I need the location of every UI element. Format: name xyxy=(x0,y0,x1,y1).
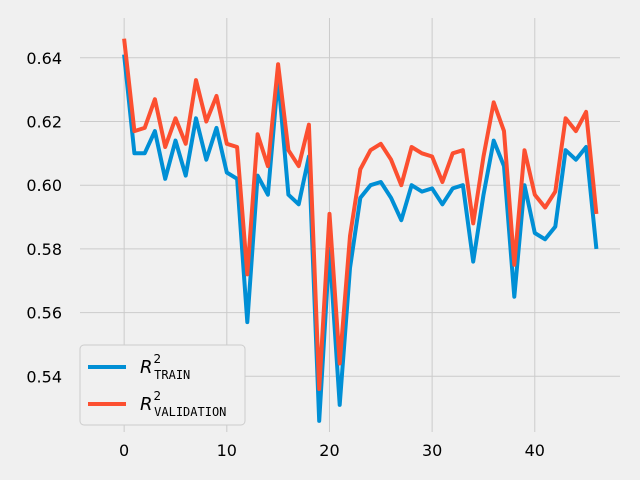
x-tick-label: 40 xyxy=(525,441,545,460)
x-tick-label: 10 xyxy=(217,441,237,460)
x-tick-label: 0 xyxy=(119,441,129,460)
y-tick-label: 0.58 xyxy=(26,240,62,259)
y-axis-ticks: 0.54 0.56 0.58 0.60 0.62 0.64 xyxy=(26,49,62,386)
legend-label: R2 VALIDATION xyxy=(140,389,226,419)
x-tick-label: 30 xyxy=(422,441,442,460)
series-lines xyxy=(122,38,599,423)
y-tick-label: 0.62 xyxy=(26,113,62,132)
y-tick-label: 0.56 xyxy=(26,304,62,323)
series-line-validation xyxy=(122,38,599,391)
legend: R2 TRAIN R2 VALIDATION xyxy=(79,344,246,426)
y-tick-label: 0.60 xyxy=(26,176,62,195)
y-tick-label: 0.54 xyxy=(26,367,62,386)
series-line-train xyxy=(122,54,599,423)
x-axis-ticks: 0 10 20 30 40 xyxy=(119,441,545,460)
legend-label: R2 TRAIN xyxy=(140,352,190,382)
x-tick-label: 20 xyxy=(319,441,339,460)
y-tick-label: 0.64 xyxy=(26,49,62,68)
